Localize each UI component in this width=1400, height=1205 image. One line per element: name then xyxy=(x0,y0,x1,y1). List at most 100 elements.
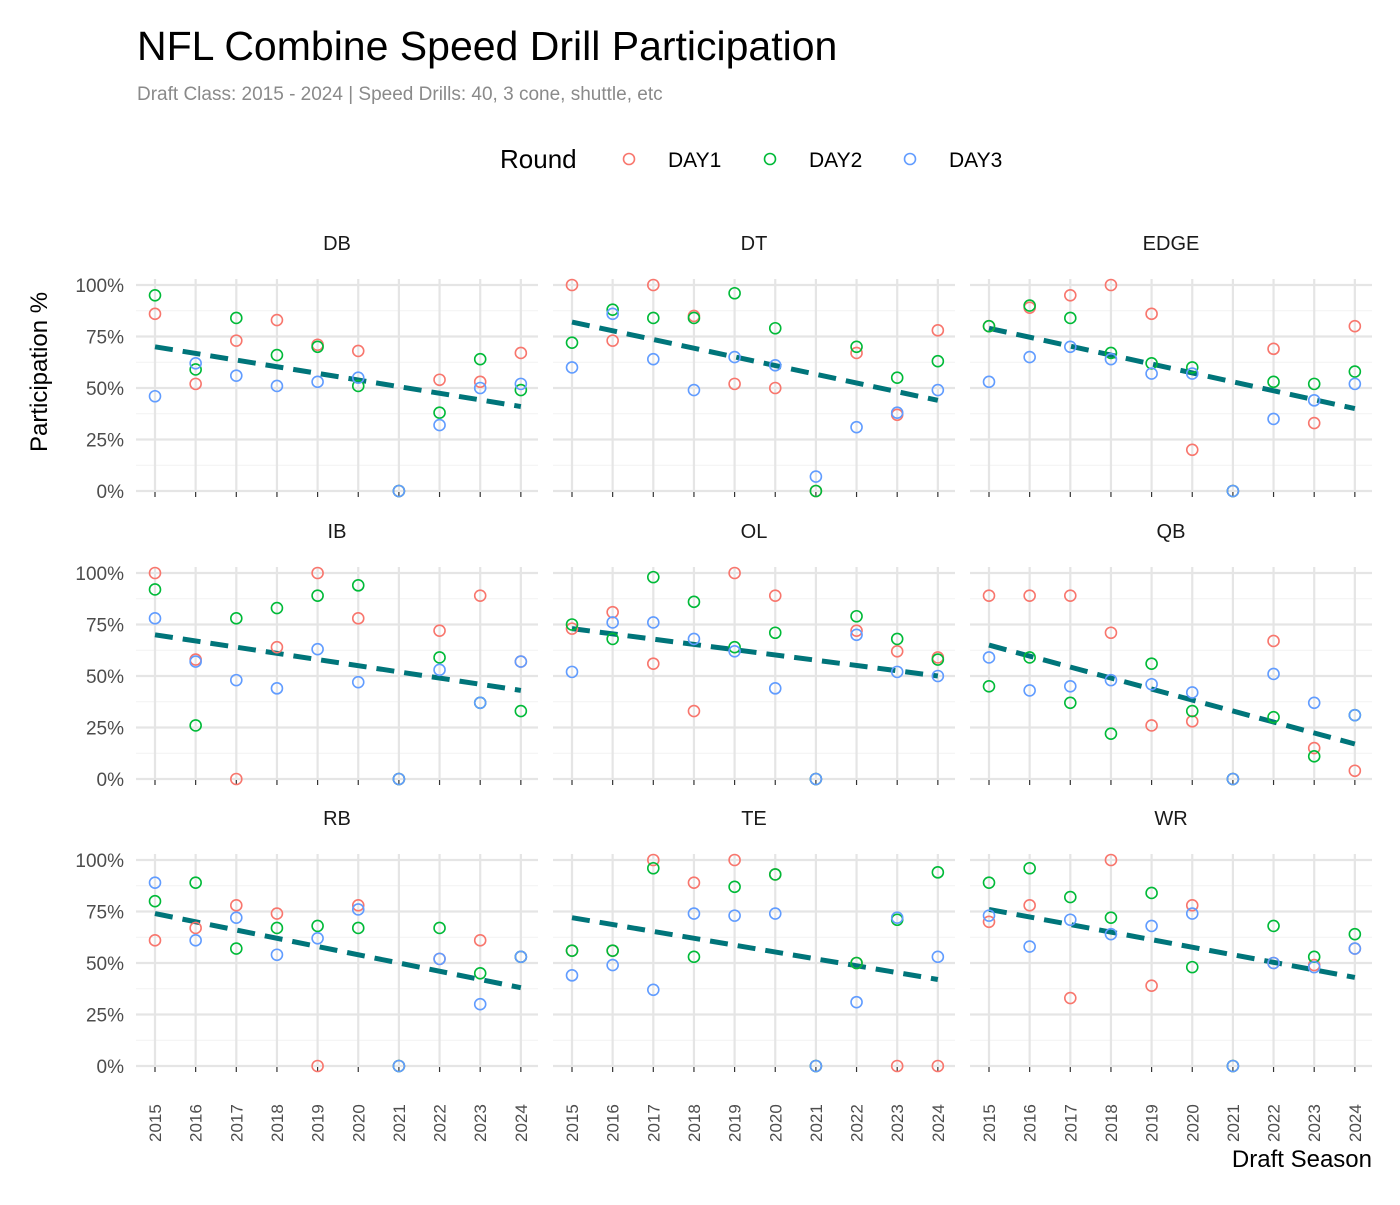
x-tick-label: 2016 xyxy=(604,1104,623,1142)
point-day3 xyxy=(850,420,863,434)
point-day2 xyxy=(148,288,162,302)
point-day3 xyxy=(148,389,162,403)
point-day2 xyxy=(270,348,284,362)
point-day3 xyxy=(890,911,904,924)
point-day1 xyxy=(728,566,741,580)
point-day3 xyxy=(1023,684,1036,697)
point-day3 xyxy=(1185,367,1199,380)
point-day3 xyxy=(351,903,365,916)
point-day1 xyxy=(728,377,741,391)
point-day3 xyxy=(1185,686,1199,699)
point-day3 xyxy=(1145,367,1158,380)
x-axis-title: Draft Season xyxy=(1232,1146,1372,1173)
point-day1 xyxy=(1348,764,1362,778)
point-day2 xyxy=(1185,704,1199,718)
x-tick-label: 2020 xyxy=(349,1104,368,1142)
panel-ol: OL xyxy=(553,521,955,786)
trend-line xyxy=(988,906,1356,980)
point-day2 xyxy=(189,876,202,889)
point-day1 xyxy=(189,377,202,391)
point-day3 xyxy=(931,383,945,397)
point-day3 xyxy=(565,969,579,982)
point-day1 xyxy=(351,899,365,912)
point-day1 xyxy=(646,657,660,670)
point-day1 xyxy=(982,915,996,929)
point-day2 xyxy=(687,950,701,964)
point-day1 xyxy=(1064,288,1077,302)
point-day1 xyxy=(1307,416,1321,430)
point-day3 xyxy=(768,682,782,695)
panel-wr: WR 2015 2016 2017 2018 2019 2020 2021 2022 2023 20… xyxy=(970,808,1372,1142)
y-tick-label: 50% xyxy=(86,379,124,400)
point-day3 xyxy=(1267,667,1280,681)
point-day1 xyxy=(850,346,863,360)
facet-panels: DB 0% 25% 50% 75% 100% DT EDGE IB 0% 25% 50% 75% 100%… xyxy=(75,233,1372,1142)
point-day2 xyxy=(1104,346,1118,360)
point-day1 xyxy=(514,346,528,360)
point-day1 xyxy=(931,1059,945,1073)
strip-label: DT xyxy=(741,233,768,255)
point-day2 xyxy=(646,570,660,584)
panel-ib: IB 0% 25% 50% 75% 100% xyxy=(75,521,538,791)
point-day3 xyxy=(890,406,904,420)
point-day2 xyxy=(728,640,741,654)
strip-label: IB xyxy=(328,521,347,543)
legend-label-day3: DAY3 xyxy=(949,149,1002,172)
point-day3 xyxy=(148,876,162,889)
point-day2 xyxy=(890,632,904,646)
y-axis-title: Participation % xyxy=(26,292,53,452)
point-day2 xyxy=(606,944,619,957)
x-tick-label: 2018 xyxy=(1102,1104,1121,1142)
point-day2 xyxy=(351,921,365,935)
point-day2 xyxy=(148,583,162,596)
trend-line xyxy=(571,626,939,679)
point-day2 xyxy=(1267,710,1280,724)
point-day3 xyxy=(1104,352,1118,366)
point-day1 xyxy=(1348,319,1362,333)
point-day2 xyxy=(1104,727,1118,740)
trend-line xyxy=(154,632,522,693)
panel-edge: EDGE xyxy=(970,233,1372,498)
panel-qb: QB xyxy=(970,521,1372,786)
legend-label-day1: DAY1 xyxy=(668,149,721,172)
point-day1 xyxy=(1185,443,1199,457)
point-day3 xyxy=(728,350,741,364)
point-day1 xyxy=(311,1059,324,1073)
point-day3 xyxy=(392,772,406,786)
point-day3 xyxy=(982,375,996,389)
strip-label: QB xyxy=(1157,521,1186,543)
point-day3 xyxy=(1307,394,1321,407)
x-tick-label: 2021 xyxy=(807,1104,826,1142)
point-day2 xyxy=(1185,960,1199,974)
x-tick-label: 2023 xyxy=(471,1104,490,1142)
point-day3 xyxy=(1145,677,1158,691)
point-day3 xyxy=(1348,708,1362,722)
point-day3 xyxy=(931,950,945,964)
point-day3 xyxy=(351,675,365,689)
point-day2 xyxy=(514,704,528,718)
point-day3 xyxy=(606,307,619,321)
point-day2 xyxy=(270,921,284,935)
point-day1 xyxy=(646,278,660,292)
point-day2 xyxy=(433,651,446,664)
point-day1 xyxy=(1145,979,1158,992)
x-tick-label: 2018 xyxy=(685,1104,704,1142)
point-day3 xyxy=(646,983,660,997)
point-day3 xyxy=(473,997,487,1011)
point-day2 xyxy=(931,866,945,879)
point-day1 xyxy=(433,373,446,387)
x-tick-label: 2019 xyxy=(1143,1104,1162,1142)
point-day2 xyxy=(1348,927,1362,941)
point-day2 xyxy=(1145,657,1158,670)
point-day3 xyxy=(1307,696,1321,710)
point-day3 xyxy=(687,383,701,397)
point-day2 xyxy=(351,579,365,592)
point-day3 xyxy=(1023,940,1036,953)
point-day1 xyxy=(1023,899,1036,912)
point-day1 xyxy=(606,334,619,347)
point-day1 xyxy=(768,381,782,395)
point-day2 xyxy=(646,311,660,325)
point-day1 xyxy=(1104,278,1118,292)
point-day3 xyxy=(473,696,487,710)
point-day2 xyxy=(606,303,619,317)
